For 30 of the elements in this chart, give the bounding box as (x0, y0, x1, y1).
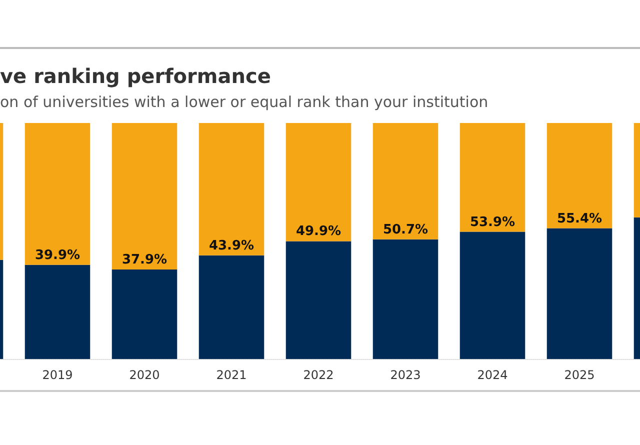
bar (460, 123, 526, 232)
bar (546, 228, 612, 359)
bar (112, 123, 178, 270)
x-tick-label: 2021 (216, 368, 247, 382)
bar (24, 264, 90, 359)
data-label: 43.9% (208, 238, 254, 254)
bar (372, 239, 438, 359)
x-tick-label: 2024 (477, 368, 508, 382)
x-tick-label: 2022 (303, 368, 334, 382)
data-label: 50.7% (382, 222, 428, 238)
data-label: 55.4% (556, 211, 602, 226)
bar (372, 123, 438, 240)
chart-subtitle: on of universities with a lower or equal rank than your institution (0, 93, 488, 111)
chart-title: ve ranking performance (0, 64, 271, 88)
bar (24, 123, 90, 265)
bar (286, 123, 352, 242)
data-label: 37.9% (122, 252, 168, 268)
data-label: 39.9% (34, 248, 80, 263)
x-tick-label: 2019 (42, 368, 73, 382)
bar (198, 255, 264, 359)
x-tick-label: 2020 (129, 368, 160, 382)
x-tick-label: 2023 (390, 368, 421, 382)
bar (286, 241, 352, 359)
bar (112, 270, 178, 359)
bar (198, 123, 264, 256)
x-tick-label: 2025 (564, 368, 595, 382)
bar (460, 232, 526, 359)
bar (546, 123, 612, 228)
data-label: 49.9% (296, 224, 342, 240)
data-label: 53.9% (470, 214, 516, 230)
